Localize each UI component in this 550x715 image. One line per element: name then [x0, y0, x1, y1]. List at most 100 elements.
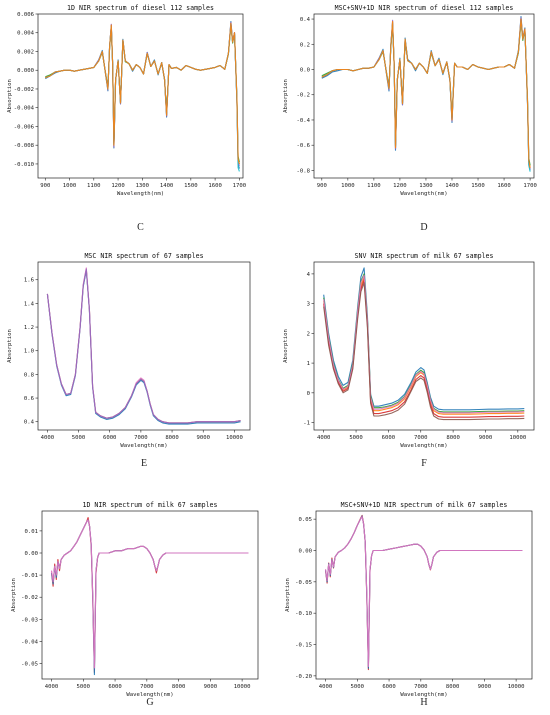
panel-letter: C: [137, 222, 144, 233]
plot-frame: [313, 13, 535, 179]
series-line-6: [45, 22, 240, 165]
x-tick-label: 5000: [77, 684, 90, 690]
chart-panel-g: 1D NIR spectrum of milk 67 samples 4000 50…: [11, 501, 259, 708]
x-tick-label: 1100: [367, 183, 380, 189]
chart-panel-d: MSC+SNV+1D NIR spectrum of diesel 112 sa…: [283, 4, 537, 233]
panel-letter: D: [420, 222, 427, 233]
series-group: [324, 514, 523, 671]
series-group: [45, 20, 240, 172]
y-tick-label: -0.8: [297, 168, 311, 174]
plot-frame: [37, 13, 244, 179]
series-line-2: [46, 269, 241, 425]
x-tick-label: 10000: [226, 435, 243, 441]
x-tick-label: 6000: [108, 684, 121, 690]
series-line-5: [321, 19, 531, 172]
x-tick-label: 1000: [63, 183, 76, 189]
y-tick-label: 0.4: [300, 17, 311, 23]
y-tick-label: 4: [307, 272, 311, 278]
series-line-1: [324, 516, 523, 668]
y-tick-label: -0.05: [21, 662, 38, 668]
y-tick-label: 1.0: [24, 349, 34, 355]
y-tick-label: 0.002: [17, 49, 34, 55]
panel-letter: G: [146, 697, 153, 708]
x-axis-label: Wavelength(nm): [400, 443, 447, 449]
y-tick-label: 0.05: [299, 517, 312, 523]
x-tick-label: 10000: [508, 684, 525, 690]
y-axis-label: Absorption: [7, 329, 13, 363]
y-tick-label: 0.00: [299, 548, 312, 554]
series-line-4: [321, 17, 531, 170]
chart-title: MSC NIR spectrum of 67 samples: [84, 252, 203, 260]
series-line-6: [321, 18, 531, 168]
chart-title: 1D NIR spectrum of diesel 112 samples: [67, 4, 214, 12]
y-tick-label: 0.004: [17, 31, 34, 37]
series-line-2: [321, 15, 531, 171]
x-tick-label: 1400: [160, 183, 173, 189]
panel-letter: H: [420, 697, 427, 708]
x-tick-label: 1200: [393, 183, 406, 189]
series-line-3: [324, 515, 523, 669]
chart-title: 1D NIR spectrum of milk 67 samples: [83, 501, 218, 509]
y-tick-label: -0.002: [14, 87, 34, 93]
x-axis-label: Wavelength(nm): [400, 191, 447, 197]
series-line-2: [324, 514, 523, 671]
series-group: [46, 267, 241, 425]
y-tick-label: -0.010: [14, 162, 34, 168]
y-tick-label: 0.01: [25, 529, 38, 535]
x-tick-label: 7000: [414, 684, 427, 690]
x-tick-label: 1200: [111, 183, 124, 189]
x-axis-label: Wavelength(nm): [120, 443, 167, 449]
y-tick-label: 1.4: [24, 301, 35, 307]
x-tick-label: 4000: [319, 684, 332, 690]
y-tick-label: 0.4: [24, 420, 35, 426]
series-line-6: [323, 282, 525, 421]
y-tick-label: -0.10: [295, 611, 312, 617]
x-tick-label: 1600: [208, 183, 221, 189]
series-line-1: [321, 18, 531, 168]
x-tick-label: 7000: [414, 435, 427, 441]
series-group: [321, 15, 531, 172]
y-tick-label: 0.6: [24, 396, 34, 402]
y-tick-label: 0: [307, 391, 310, 397]
x-tick-label: 1500: [471, 183, 484, 189]
x-tick-label: 1400: [445, 183, 458, 189]
x-tick-label: 1600: [497, 183, 510, 189]
x-tick-label: 5000: [351, 684, 364, 690]
plot-frame: [37, 261, 251, 431]
y-tick-label: 0.0: [300, 68, 310, 74]
x-tick-label: 1700: [523, 183, 536, 189]
plot-frame: [313, 261, 535, 431]
series-line-2: [50, 517, 249, 673]
chart-panel-h: MSC+SNV+1D NIR spectrum of milk 67 sampl…: [285, 501, 533, 708]
y-tick-label: 3: [307, 302, 310, 308]
series-line-4: [46, 268, 241, 424]
x-tick-label: 1700: [233, 183, 246, 189]
x-tick-label: 1300: [419, 183, 432, 189]
x-tick-label: 10000: [509, 435, 526, 441]
chart-title: MSC+SNV+1D NIR spectrum of diesel 112 sa…: [335, 4, 514, 12]
series-line-1: [46, 268, 241, 424]
series-line-3: [46, 267, 241, 424]
x-tick-label: 6000: [382, 435, 395, 441]
y-tick-label: -0.15: [295, 643, 312, 649]
x-tick-label: 1500: [184, 183, 197, 189]
y-tick-label: -0.05: [295, 580, 312, 586]
y-tick-label: 2: [307, 331, 310, 337]
y-tick-label: -0.02: [21, 595, 38, 601]
x-tick-label: 4000: [317, 435, 330, 441]
x-tick-label: 1300: [136, 183, 149, 189]
x-tick-label: 6000: [103, 435, 116, 441]
series-line-2: [323, 267, 525, 411]
y-tick-label: -0.004: [14, 106, 35, 112]
x-tick-label: 8000: [446, 684, 459, 690]
chart-title: MSC+SNV+1D NIR spectrum of milk 67 sampl…: [341, 501, 508, 509]
series-line-3: [321, 21, 531, 166]
y-tick-label: -0.2: [297, 93, 310, 99]
y-tick-label: -1: [303, 421, 310, 427]
x-tick-label: 1100: [87, 183, 100, 189]
chart-title: SNV NIR spectrum of milk 67 samples: [355, 252, 494, 260]
series-line-4: [50, 519, 249, 669]
plot-frame: [41, 510, 259, 680]
chart-panel-e: MSC NIR spectrum of 67 samples 4000 5000 60…: [7, 252, 251, 469]
